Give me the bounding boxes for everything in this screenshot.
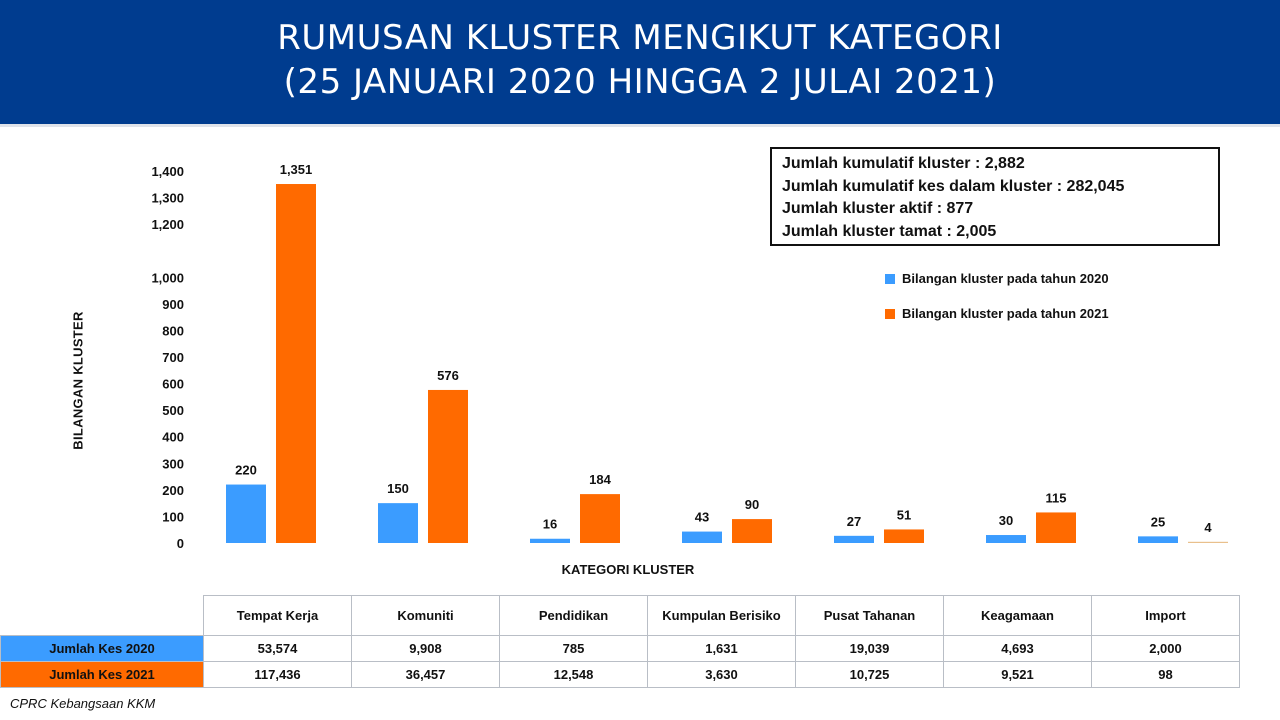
legend-swatch-2020 bbox=[885, 274, 895, 284]
page-title: RUMUSAN KLUSTER MENGIKUT KATEGORI bbox=[277, 18, 1003, 58]
y-tick-label: 200 bbox=[162, 483, 184, 498]
y-tick-label: 300 bbox=[162, 456, 184, 471]
bar-2020 bbox=[986, 535, 1026, 543]
bar-value-label: 220 bbox=[235, 463, 257, 478]
bar-value-label: 51 bbox=[897, 507, 911, 522]
table-cell: 98 bbox=[1091, 661, 1240, 688]
table-col-header: Import bbox=[1091, 595, 1240, 636]
table-col-header: Pendidikan bbox=[499, 595, 648, 636]
y-tick-label: 0 bbox=[177, 536, 184, 551]
table-cell: 9,521 bbox=[943, 661, 1092, 688]
table-col-header: Keagamaan bbox=[943, 595, 1092, 636]
bar-value-label: 30 bbox=[999, 513, 1013, 528]
table-row: Jumlah Kes 2020 53,574 9,908 785 1,631 1… bbox=[0, 635, 1240, 662]
summary-box: Jumlah kumulatif kluster : 2,882 Jumlah … bbox=[770, 147, 1220, 246]
bar-value-label: 16 bbox=[543, 517, 557, 532]
bar-value-label: 90 bbox=[745, 497, 759, 512]
table-cell: 3,630 bbox=[647, 661, 796, 688]
row-label-2021: Jumlah Kes 2021 bbox=[0, 661, 204, 688]
y-axis-label: BILANGAN KLUSTER bbox=[70, 311, 86, 450]
bar-value-label: 150 bbox=[387, 481, 409, 496]
bar-value-label: 27 bbox=[847, 514, 861, 529]
bar-2020 bbox=[834, 535, 874, 543]
table-row: Jumlah Kes 2021 117,436 36,457 12,548 3,… bbox=[0, 661, 1240, 688]
bar-2021 bbox=[276, 184, 316, 543]
table-cell: 4,693 bbox=[943, 635, 1092, 662]
summary-cumulative-clusters: Jumlah kumulatif kluster : 2,882 bbox=[782, 155, 1025, 172]
y-tick-label: 900 bbox=[162, 297, 184, 312]
y-tick-label: 600 bbox=[162, 377, 184, 392]
y-tick-label: 1,000 bbox=[151, 270, 184, 285]
bar-2021 bbox=[428, 389, 468, 543]
y-tick-label: 500 bbox=[162, 403, 184, 418]
bar-value-label: 1,351 bbox=[280, 162, 313, 177]
page-subtitle: (25 JANUARI 2020 HINGGA 2 JULAI 2021) bbox=[283, 62, 997, 102]
legend-label-2021: Bilangan kluster pada tahun 2021 bbox=[902, 306, 1109, 321]
table-corner-cell bbox=[0, 595, 204, 636]
summary-ended-clusters: Jumlah kluster tamat : 2,005 bbox=[782, 222, 997, 240]
bar-value-label: 576 bbox=[437, 368, 459, 383]
bar-2021 bbox=[580, 494, 620, 543]
bar-chart: 0 100 200 300 400 500 600 700 800 900 1,000 1,200 1,… bbox=[151, 162, 1228, 551]
y-tick-label: 100 bbox=[162, 509, 184, 524]
table-cell: 9,908 bbox=[351, 635, 500, 662]
table-cell: 117,436 bbox=[203, 661, 352, 688]
table-cell: 2,000 bbox=[1091, 635, 1240, 662]
source-credit: CPRC Kebangsaan KKM bbox=[10, 696, 156, 711]
header-banner: RUMUSAN KLUSTER MENGIKUT KATEGORI (25 JA… bbox=[0, 0, 1280, 124]
bar-2021 bbox=[732, 519, 772, 543]
y-tick-label: 1,200 bbox=[151, 217, 184, 232]
table-cell: 36,457 bbox=[351, 661, 500, 688]
table-col-header: Komuniti bbox=[351, 595, 500, 636]
bar-2021 bbox=[1036, 512, 1076, 543]
y-tick-label: 1,400 bbox=[151, 164, 184, 179]
summary-active-clusters: Jumlah kluster aktif : 877 bbox=[782, 200, 974, 217]
bar-2020 bbox=[1138, 536, 1178, 543]
table-cell: 19,039 bbox=[795, 635, 944, 662]
table-header-row: Tempat Kerja Komuniti Pendidikan Kumpula… bbox=[0, 595, 1240, 636]
y-tick-label: 400 bbox=[162, 430, 184, 445]
bar-value-label: 43 bbox=[695, 510, 709, 525]
table-cell: 12,548 bbox=[499, 661, 648, 688]
x-axis-label: KATEGORI KLUSTER bbox=[561, 562, 695, 577]
bar-value-label: 25 bbox=[1151, 514, 1165, 529]
bar-value-label: 115 bbox=[1046, 490, 1067, 505]
table-cell: 10,725 bbox=[795, 661, 944, 688]
table-col-header: Pusat Tahanan bbox=[795, 595, 944, 636]
bar-2020 bbox=[378, 503, 418, 543]
row-label-2020: Jumlah Kes 2020 bbox=[0, 635, 204, 662]
table-col-header: Kumpulan Berisiko bbox=[647, 595, 796, 636]
table-cell: 53,574 bbox=[203, 635, 352, 662]
legend-label-2020: Bilangan kluster pada tahun 2020 bbox=[902, 271, 1109, 286]
bar-2020 bbox=[682, 531, 722, 543]
bar-2021 bbox=[884, 529, 924, 543]
bar-2020 bbox=[226, 484, 266, 543]
bar-2020 bbox=[530, 538, 570, 543]
cases-table: Tempat Kerja Komuniti Pendidikan Kumpula… bbox=[0, 595, 1240, 688]
table-cell: 785 bbox=[499, 635, 648, 662]
table-col-header: Tempat Kerja bbox=[203, 595, 352, 636]
bar-value-label: 184 bbox=[589, 472, 611, 487]
bar-value-label: 4 bbox=[1204, 520, 1212, 535]
y-tick-label: 1,300 bbox=[151, 191, 184, 206]
legend-swatch-2021 bbox=[885, 309, 895, 319]
y-tick-label: 700 bbox=[162, 350, 184, 365]
summary-cumulative-cases: Jumlah kumulatif kes dalam kluster : 282… bbox=[782, 177, 1125, 195]
header-divider bbox=[0, 124, 1280, 127]
y-tick-label: 800 bbox=[162, 323, 184, 338]
table-cell: 1,631 bbox=[647, 635, 796, 662]
bar-2021 bbox=[1188, 541, 1228, 543]
